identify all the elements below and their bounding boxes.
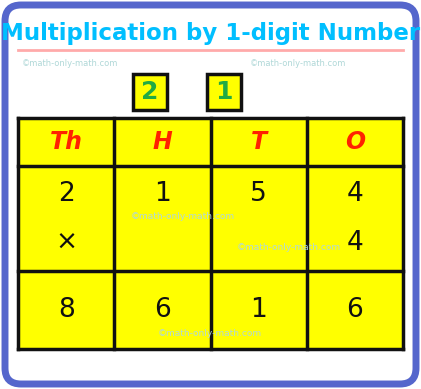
Text: ©math-only-math.com: ©math-only-math.com <box>250 58 346 68</box>
Text: ©math-only-math.com: ©math-only-math.com <box>158 329 262 338</box>
Text: 6: 6 <box>346 297 363 323</box>
Bar <box>114 166 210 271</box>
Text: O: O <box>345 130 365 154</box>
Bar <box>18 166 114 271</box>
Text: 1: 1 <box>215 80 233 104</box>
Bar <box>207 74 241 110</box>
Text: ©math-only-math.com: ©math-only-math.com <box>131 212 234 221</box>
Text: Th: Th <box>50 130 83 154</box>
Bar <box>307 271 403 349</box>
Text: T: T <box>250 130 266 154</box>
Bar <box>210 118 307 166</box>
Bar <box>18 118 114 166</box>
Text: 5: 5 <box>250 181 267 207</box>
FancyBboxPatch shape <box>5 5 416 384</box>
Bar <box>114 271 210 349</box>
Text: 2: 2 <box>141 80 159 104</box>
Bar <box>114 118 210 166</box>
Text: 1: 1 <box>154 181 171 207</box>
Text: ©math-only-math.com: ©math-only-math.com <box>237 244 341 252</box>
Text: 8: 8 <box>58 297 75 323</box>
Text: Multiplication by 1-digit Number: Multiplication by 1-digit Number <box>1 21 421 44</box>
Text: 2: 2 <box>58 181 75 207</box>
Bar <box>307 166 403 271</box>
Text: ×: × <box>55 230 77 256</box>
Text: 4: 4 <box>346 230 363 256</box>
Text: 4: 4 <box>346 181 363 207</box>
Text: 6: 6 <box>154 297 171 323</box>
Bar <box>210 271 307 349</box>
Bar <box>210 166 307 271</box>
Bar <box>133 74 167 110</box>
Text: 1: 1 <box>250 297 267 323</box>
Text: H: H <box>152 130 172 154</box>
Bar <box>18 271 114 349</box>
Bar <box>307 118 403 166</box>
Text: ©math-only-math.com: ©math-only-math.com <box>22 58 118 68</box>
